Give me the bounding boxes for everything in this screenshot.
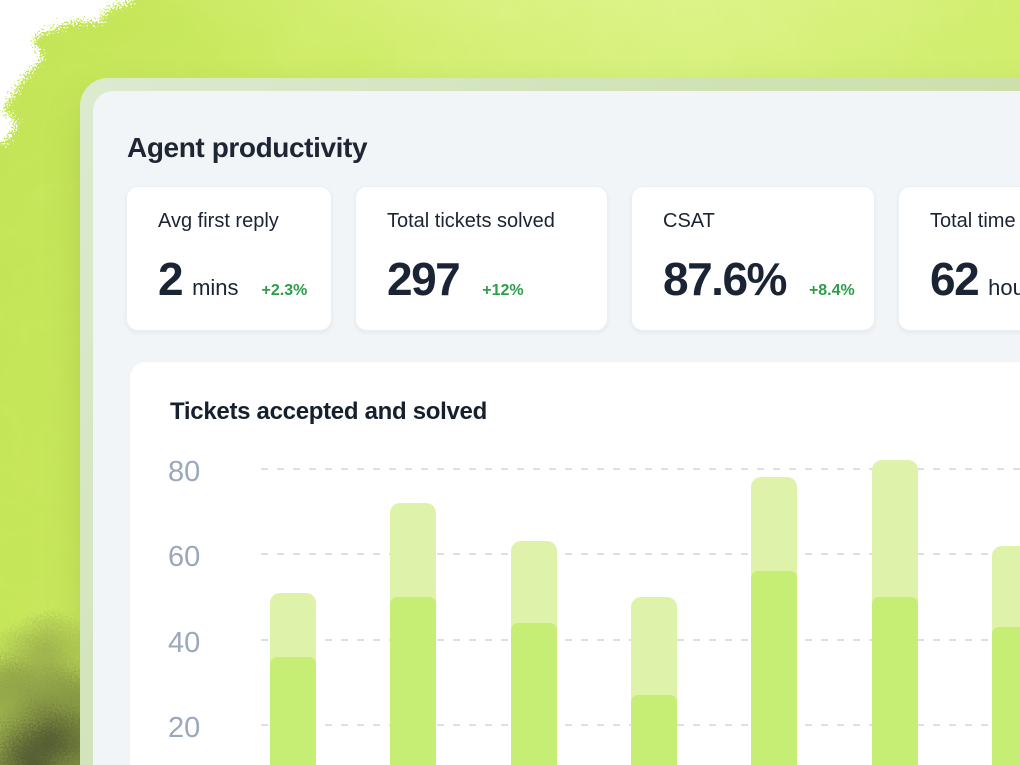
stat-value-row: 87.6% +8.4% <box>663 256 855 302</box>
chart-title: Tickets accepted and solved <box>170 398 487 425</box>
stat-delta: +8.4% <box>808 282 855 299</box>
gridline <box>261 467 1020 470</box>
stat-value-row: 2 mins +2.3% <box>158 256 307 302</box>
stat-delta: +2.3% <box>261 282 308 299</box>
stat-value-row: 297 +12% <box>387 256 524 302</box>
stat-value: 87.6% <box>663 253 787 305</box>
stat-card-total-tickets-solved: Total tickets solved 297 +12% <box>355 186 608 331</box>
y-axis-tick-label: 80 <box>168 455 201 488</box>
stat-label: Total tickets solved <box>387 210 555 232</box>
stat-card-total-time: Total time 62 hours <box>898 186 1020 331</box>
stat-value-row: 62 hours <box>930 256 1020 302</box>
gridline <box>261 553 1020 556</box>
bar-solved <box>871 597 918 765</box>
stat-card-avg-first-reply: Avg first reply 2 mins +2.3% <box>126 186 332 331</box>
stat-card-csat: CSAT 87.6% +8.4% <box>631 186 875 331</box>
bar-solved <box>510 622 557 765</box>
stat-value: 2 <box>158 253 184 305</box>
bar-solved <box>751 571 798 765</box>
stats-row: Avg first reply 2 mins +2.3% Total ticke… <box>126 186 1020 331</box>
page-title: Agent productivity <box>127 132 368 163</box>
stat-value: 62 <box>930 253 980 305</box>
stat-unit: mins <box>192 275 239 300</box>
chart-card: 20 40 60 80 Tickets accepted and solved <box>130 362 1020 765</box>
bar-solved <box>991 626 1020 765</box>
stat-label: Total time <box>930 210 1016 232</box>
stat-label: CSAT <box>663 210 715 232</box>
stat-value: 297 <box>387 253 461 305</box>
bar-solved <box>270 656 316 765</box>
y-axis-tick-label: 20 <box>168 712 201 745</box>
stat-delta: +12% <box>482 282 524 299</box>
bar-solved <box>630 695 677 765</box>
bar-solved <box>390 597 437 765</box>
y-axis-tick-label: 60 <box>168 541 201 574</box>
chart-plot: 20 40 60 80 <box>130 362 1020 765</box>
stat-unit: hours <box>988 275 1020 300</box>
y-axis-tick-label: 40 <box>168 626 201 659</box>
stat-label: Avg first reply <box>158 210 279 232</box>
